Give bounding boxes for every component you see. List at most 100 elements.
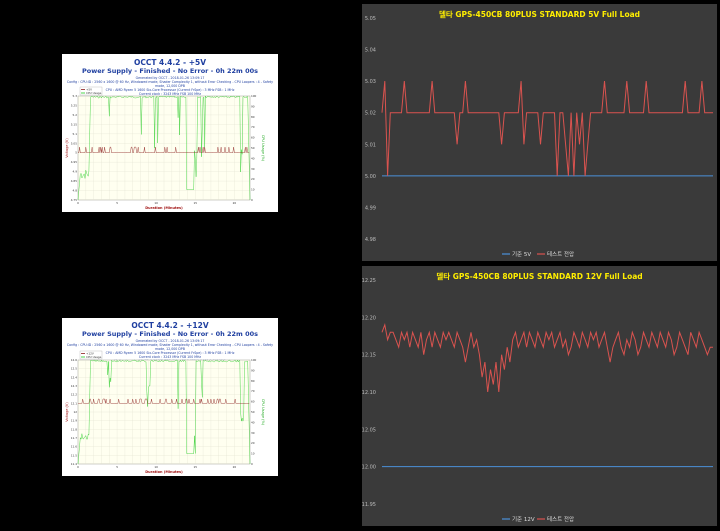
occt-5v-panel: OCCT 4.4.2 - +5V Power Supply - Finished… (62, 54, 278, 212)
y-tick-label: 5.03 (365, 79, 376, 85)
dark-chart-svg: 델타 GPS-450CB 80PLUS STANDARD 5V Full Loa… (365, 9, 713, 258)
y-tick-label: 12 (73, 410, 77, 414)
y-axis-label: Voltage (V) (65, 402, 69, 422)
y2-tick-label: 0 (251, 198, 253, 202)
y-tick-label: 5.1 (73, 132, 78, 136)
y-tick-label: 12.5 (71, 367, 77, 371)
y2-tick-label: 60 (251, 400, 255, 404)
y-tick-label: 4.98 (365, 237, 376, 243)
y2-tick-label: 10 (251, 452, 255, 456)
y2-tick-label: 20 (251, 177, 255, 181)
y-tick-label: 5.2 (73, 113, 78, 117)
legend-label: 기준 12V (512, 515, 535, 523)
y2-tick-label: 40 (251, 420, 255, 424)
y-tick-label: 12.15 (362, 353, 376, 359)
occt-subtitle: Power Supply - Finished - No Error - 0h … (81, 67, 259, 75)
legend-label: CPU Usage (86, 91, 102, 95)
y-tick-label: 5.05 (71, 141, 77, 145)
legend-label: +5V (86, 88, 92, 92)
x-tick-label: 20 (233, 465, 237, 469)
occt-title: OCCT 4.4.2 - +12V (131, 321, 209, 330)
y-tick-label: 5.25 (71, 103, 77, 107)
x-tick-label: 5 (116, 201, 118, 205)
x-tick-label: 10 (154, 201, 158, 205)
occt-12v-panel: OCCT 4.4.2 - +12V Power Supply - Finishe… (62, 318, 278, 476)
legend-label: +12V (86, 352, 94, 356)
x-axis-label: Duration (Minutes) (145, 470, 183, 474)
chart-title: 델타 GPS-450CB 80PLUS STANDARD 12V Full Lo… (436, 271, 642, 281)
y2-tick-label: 50 (251, 410, 255, 414)
y-tick-label: 5 (75, 151, 77, 155)
x-tick-label: 15 (193, 201, 197, 205)
y-tick-label: 4.8 (73, 189, 78, 193)
legend-box (79, 350, 103, 360)
y-tick-label: 4.9 (73, 170, 78, 174)
y2-tick-label: 20 (251, 441, 255, 445)
series-line-cpu (77, 359, 251, 465)
x-tick-label: 0 (77, 465, 79, 469)
y2-tick-label: 60 (251, 136, 255, 140)
y-tick-label: 12.00 (362, 465, 376, 471)
y-tick-label: 12.2 (71, 393, 77, 397)
y2-tick-label: 30 (251, 167, 255, 171)
y-tick-label: 5.05 (365, 16, 376, 22)
y2-tick-label: 90 (251, 104, 255, 108)
x-tick-label: 20 (233, 201, 237, 205)
y2-axis-label: CPU Usage (%) (261, 135, 265, 162)
y-tick-label: 11.7 (71, 436, 77, 440)
y-tick-label: 4.99 (365, 205, 376, 211)
chart-title: 델타 GPS-450CB 80PLUS STANDARD 5V Full Loa… (439, 9, 640, 19)
y2-tick-label: 80 (251, 379, 255, 383)
y-tick-label: 11.95 (362, 502, 376, 508)
y-tick-label: 5.3 (73, 94, 78, 98)
x-tick-label: 10 (154, 465, 158, 469)
y-axis-label: Voltage (V) (65, 138, 69, 158)
y2-tick-label: 70 (251, 125, 255, 129)
y2-tick-label: 90 (251, 368, 255, 372)
y-tick-label: 5.01 (365, 142, 376, 148)
x-tick-label: 5 (116, 465, 118, 469)
y2-tick-label: 40 (251, 156, 255, 160)
y-tick-label: 12.25 (362, 278, 376, 284)
y-tick-label: 12.4 (71, 375, 77, 379)
y-tick-label: 11.9 (71, 419, 77, 423)
y-tick-label: 12.6 (71, 358, 77, 362)
dark-5v-chart: 델타 GPS-450CB 80PLUS STANDARD 5V Full Loa… (362, 4, 717, 261)
legend-label: 기준 5V (512, 250, 531, 258)
x-tick-label: 15 (193, 465, 197, 469)
y-tick-label: 12.3 (71, 384, 77, 388)
legend-label: 테스트 전압 (547, 250, 574, 258)
series-line-cpu (77, 95, 251, 201)
y-tick-label: 12.1 (71, 401, 77, 405)
y2-tick-label: 80 (251, 115, 255, 119)
y-tick-label: 12.20 (362, 315, 376, 321)
y2-axis-label: CPU Usage (%) (261, 399, 265, 426)
y-tick-label: 5.00 (365, 174, 376, 180)
y-tick-label: 4.75 (71, 198, 77, 202)
y2-tick-label: 100 (251, 94, 257, 98)
y-tick-label: 4.95 (71, 160, 77, 164)
series-line-test (381, 322, 713, 393)
occt-title: OCCT 4.4.2 - +5V (133, 58, 207, 67)
y2-tick-label: 100 (251, 358, 257, 362)
series-line-voltage (78, 398, 250, 404)
occt-chart: 0 5 10 15 20 5.3 5.25 5.2 5.15 5.1 5.05 5 4.95 4.9 4.8… (65, 86, 265, 210)
y-tick-label: 5.04 (365, 48, 376, 54)
y2-tick-label: 70 (251, 389, 255, 393)
y-tick-label: 5.15 (71, 122, 77, 126)
y-tick-label: 11.6 (71, 445, 77, 449)
y-tick-label: 4.85 (71, 179, 77, 183)
dark-chart-svg: 델타 GPS-450CB 80PLUS STANDARD 12V Full Lo… (362, 271, 713, 523)
occt-chart: 0 5 10 15 20 12.6 12.5 12.4 12.3 12.2 12.1 12 11.9 11… (65, 350, 265, 474)
legend-label: 테스트 전압 (547, 515, 574, 523)
legend-box (79, 86, 103, 96)
occt-subtitle: Power Supply - Finished - No Error - 0h … (81, 330, 259, 338)
y2-tick-label: 30 (251, 431, 255, 435)
y2-tick-label: 50 (251, 146, 255, 150)
x-tick-label: 0 (77, 201, 79, 205)
x-axis-label: Duration (Minutes) (145, 206, 183, 210)
series-line-test (381, 81, 713, 176)
y-tick-label: 11.5 (71, 453, 77, 457)
y2-tick-label: 0 (251, 462, 253, 466)
y-tick-label: 5.02 (365, 111, 376, 117)
